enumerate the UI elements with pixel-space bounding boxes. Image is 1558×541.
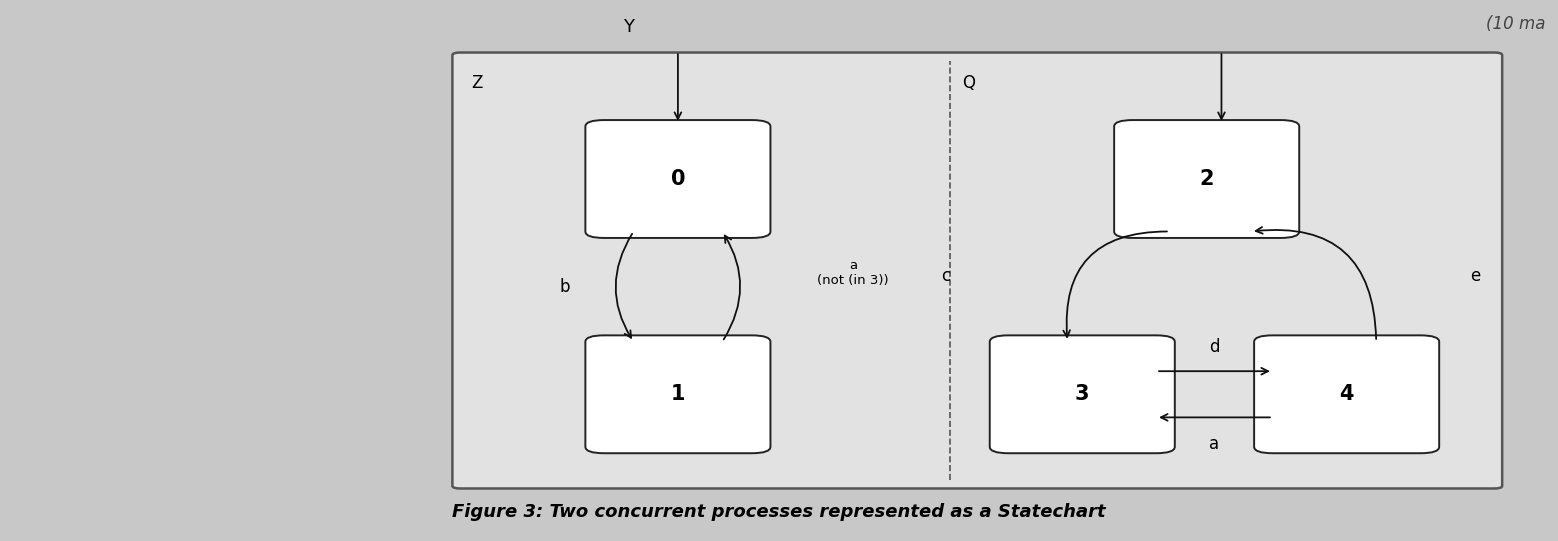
Text: a
(not (in 3)): a (not (in 3)) xyxy=(816,259,888,287)
Text: Q: Q xyxy=(963,74,975,92)
FancyBboxPatch shape xyxy=(452,52,1502,489)
Text: Y: Y xyxy=(623,18,634,36)
FancyBboxPatch shape xyxy=(586,335,771,453)
Text: e: e xyxy=(1469,267,1480,285)
FancyBboxPatch shape xyxy=(1254,335,1440,453)
Text: d: d xyxy=(1209,338,1220,356)
Text: b: b xyxy=(559,278,570,295)
Text: 0: 0 xyxy=(670,169,686,189)
Text: (10 ma: (10 ma xyxy=(1486,15,1546,33)
Text: Z: Z xyxy=(471,74,483,92)
Text: a: a xyxy=(1209,436,1220,453)
Text: 2: 2 xyxy=(1200,169,1214,189)
Text: Figure 3: Two concurrent processes represented as a Statechart: Figure 3: Two concurrent processes repre… xyxy=(452,503,1106,521)
Text: 4: 4 xyxy=(1340,384,1354,404)
Text: c: c xyxy=(941,267,950,285)
FancyBboxPatch shape xyxy=(1114,120,1299,238)
FancyBboxPatch shape xyxy=(586,120,771,238)
Text: 3: 3 xyxy=(1075,384,1089,404)
Text: 1: 1 xyxy=(670,384,686,404)
FancyBboxPatch shape xyxy=(989,335,1175,453)
